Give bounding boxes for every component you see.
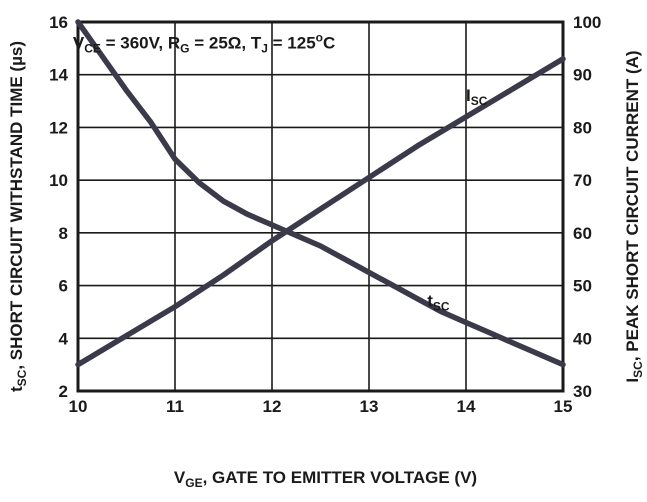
y-right-axis-title: ISC, PEAK SHORT CIRCUIT CURRENT (A)	[623, 50, 645, 382]
x-tick-label: 13	[360, 397, 379, 416]
grid	[78, 22, 563, 391]
y-left-tick-label: 14	[49, 66, 68, 85]
y-right-tick-label: 100	[573, 13, 601, 32]
y-right-tick-label: 60	[573, 224, 592, 243]
plot-frame	[76, 20, 565, 393]
series-layer	[75, 19, 566, 368]
series-line-isc	[75, 56, 566, 368]
y-right-tick-label: 30	[573, 382, 592, 401]
y-left-tick-label: 6	[59, 277, 68, 296]
x-tick-label: 10	[69, 397, 88, 416]
y-left-axis-title: tSC, SHORT CIRCUIT WITHSTAND TIME (µs)	[7, 41, 29, 392]
y-right-tick-label: 40	[573, 329, 592, 348]
y-right-tick-label: 90	[573, 66, 592, 85]
tick-labels: 10 11 12 13 14 15 2 4 6 8 10 12 14 16 30 40 50 60 70 80 90 10…	[49, 13, 601, 416]
y-left-tick-label: 2	[59, 382, 68, 401]
conditions-annotation: VCE = 360V, RG = 25Ω, TJ = 125oC	[73, 30, 335, 55]
y-left-tick-label: 10	[49, 171, 68, 190]
y-left-tick-label: 12	[49, 118, 68, 137]
y-right-tick-label: 80	[573, 118, 592, 137]
x-tick-label: 14	[457, 397, 476, 416]
y-right-tick-label: 50	[573, 277, 592, 296]
x-tick-label: 15	[554, 397, 573, 416]
y-left-tick-label: 16	[49, 13, 68, 32]
series-line-tsc	[75, 19, 566, 368]
series-label-tsc: tSC	[427, 292, 450, 314]
x-tick-label: 11	[166, 397, 184, 416]
labels: VCE = 360V, RG = 25Ω, TJ = 125oC ISC tSC VG…	[7, 30, 645, 490]
x-tick-label: 12	[263, 397, 282, 416]
x-axis-title: VGE, GATE TO EMITTER VOLTAGE (V)	[174, 468, 477, 490]
y-left-tick-label: 4	[59, 329, 69, 348]
y-right-tick-label: 70	[573, 171, 592, 190]
series-label-isc: ISC	[466, 86, 488, 108]
y-left-tick-label: 8	[59, 224, 68, 243]
